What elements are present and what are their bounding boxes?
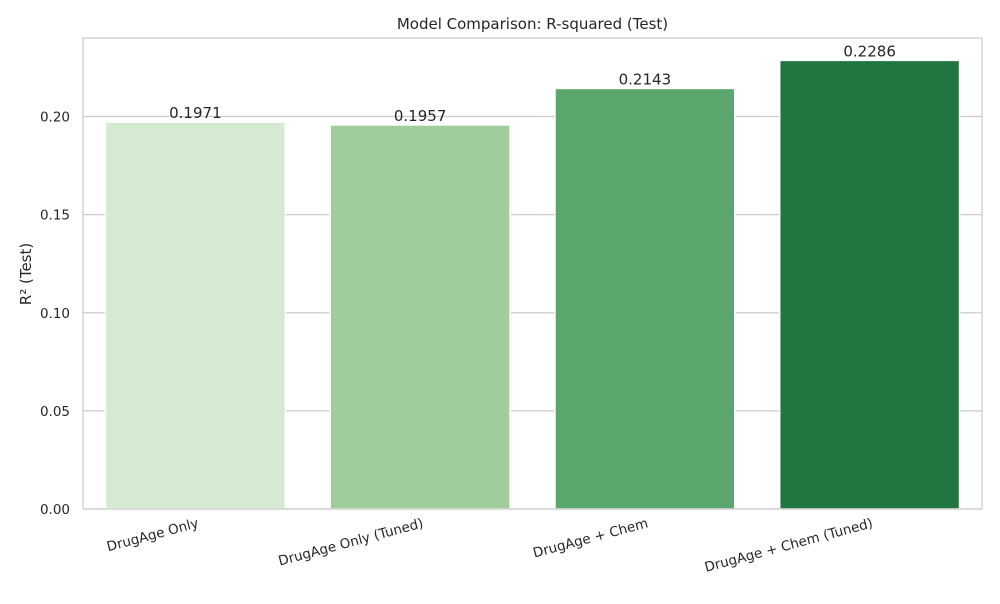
bar-value-label: 0.1957 — [394, 107, 447, 125]
bar — [329, 124, 511, 510]
y-tick-label: 0.15 — [40, 208, 70, 224]
y-axis-label: R² (Test) — [17, 243, 35, 305]
y-tick-label: 0.05 — [40, 404, 70, 420]
y-tick-labels: 0.00 0.05 0.10 0.15 0.20 — [40, 110, 70, 519]
plot-frame — [82, 37, 983, 510]
bar — [778, 59, 961, 510]
bar-value-label: 0.2143 — [619, 70, 672, 88]
y-tick-label: 0.00 — [40, 502, 70, 518]
y-tick-label: 0.10 — [40, 306, 70, 322]
bar — [104, 121, 287, 510]
bar-value-label: 0.2286 — [843, 42, 896, 60]
chart-title: Model Comparison: R-squared (Test) — [397, 15, 668, 33]
bars — [104, 59, 961, 510]
value-labels: 0.1971 0.1957 0.2143 0.2286 — [169, 42, 896, 125]
y-tick-label: 0.20 — [40, 110, 70, 126]
bar-value-label: 0.1971 — [169, 104, 222, 122]
bar — [554, 87, 736, 510]
